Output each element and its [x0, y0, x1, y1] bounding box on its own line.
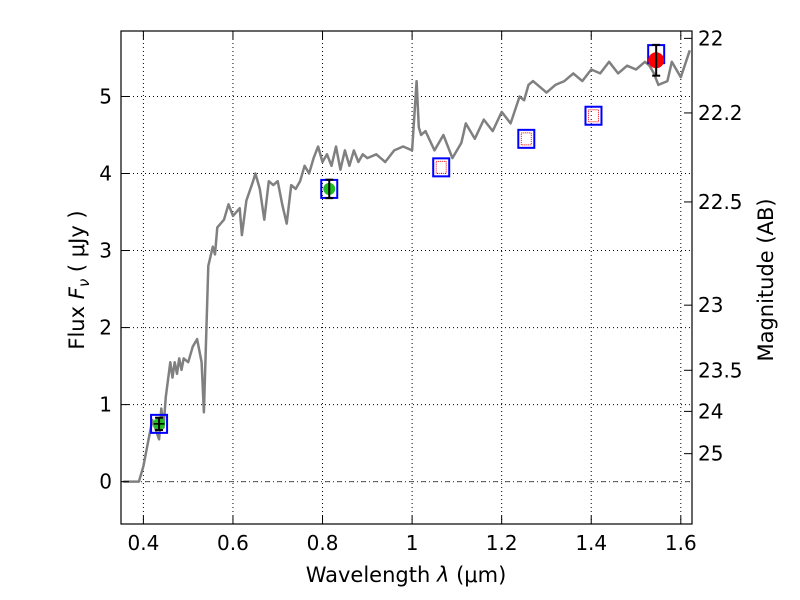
- model-box: [584, 105, 603, 126]
- y-tick-labels: 0 1 2 3 4 5: [99, 84, 112, 493]
- model-box-inner: [520, 132, 532, 146]
- x-tick-labels: 0.4 0.6 0.8 1 1.2 1.4 1.6: [127, 531, 696, 555]
- plot-background: [121, 31, 692, 524]
- x-tick-label: 0.4: [127, 531, 159, 555]
- mag-tick-label: 23: [698, 293, 723, 317]
- y-tick-label: 0: [99, 470, 112, 494]
- magnitude-tick-labels: 22 22.2 22.5 23 23.5 24 25: [698, 26, 743, 465]
- model-box-inner: [435, 160, 447, 174]
- mag-tick-label: 25: [698, 442, 723, 466]
- plot-frame: [120, 30, 693, 525]
- axis-ticks: [121, 31, 692, 524]
- mag-tick-label: 22: [698, 26, 723, 50]
- mag-tick-label: 23.5: [698, 358, 743, 382]
- x-tick-label: 1.6: [665, 531, 697, 555]
- mag-tick-label: 22.5: [698, 190, 743, 214]
- y-axis-label: Flux Fν ( μJy ): [65, 210, 93, 349]
- x-tick-label: 1: [406, 531, 419, 555]
- y2-axis-label: Magnitude (AB): [754, 198, 778, 361]
- y-tick-label: 2: [99, 316, 112, 340]
- model-box: [517, 128, 536, 149]
- template-spectrum-line: [123, 49, 691, 483]
- observed-points: [153, 43, 665, 432]
- model-box-inner: [587, 109, 599, 123]
- x-tick-label: 0.6: [217, 531, 249, 555]
- y-tick-label: 1: [99, 393, 112, 417]
- x-tick-label: 1.2: [486, 531, 518, 555]
- y-tick-label: 4: [99, 162, 112, 186]
- x-tick-label: 1.4: [575, 531, 607, 555]
- x-tick-label: 0.8: [307, 531, 339, 555]
- y-tick-label: 5: [99, 84, 112, 108]
- mag-tick-label: 22.2: [698, 101, 743, 125]
- model-box: [432, 157, 451, 178]
- x-axis-label: Wavelength λ (μm): [306, 563, 507, 587]
- model-box: [150, 413, 169, 434]
- y-tick-label: 3: [99, 239, 112, 263]
- mag-tick-label: 24: [698, 399, 723, 423]
